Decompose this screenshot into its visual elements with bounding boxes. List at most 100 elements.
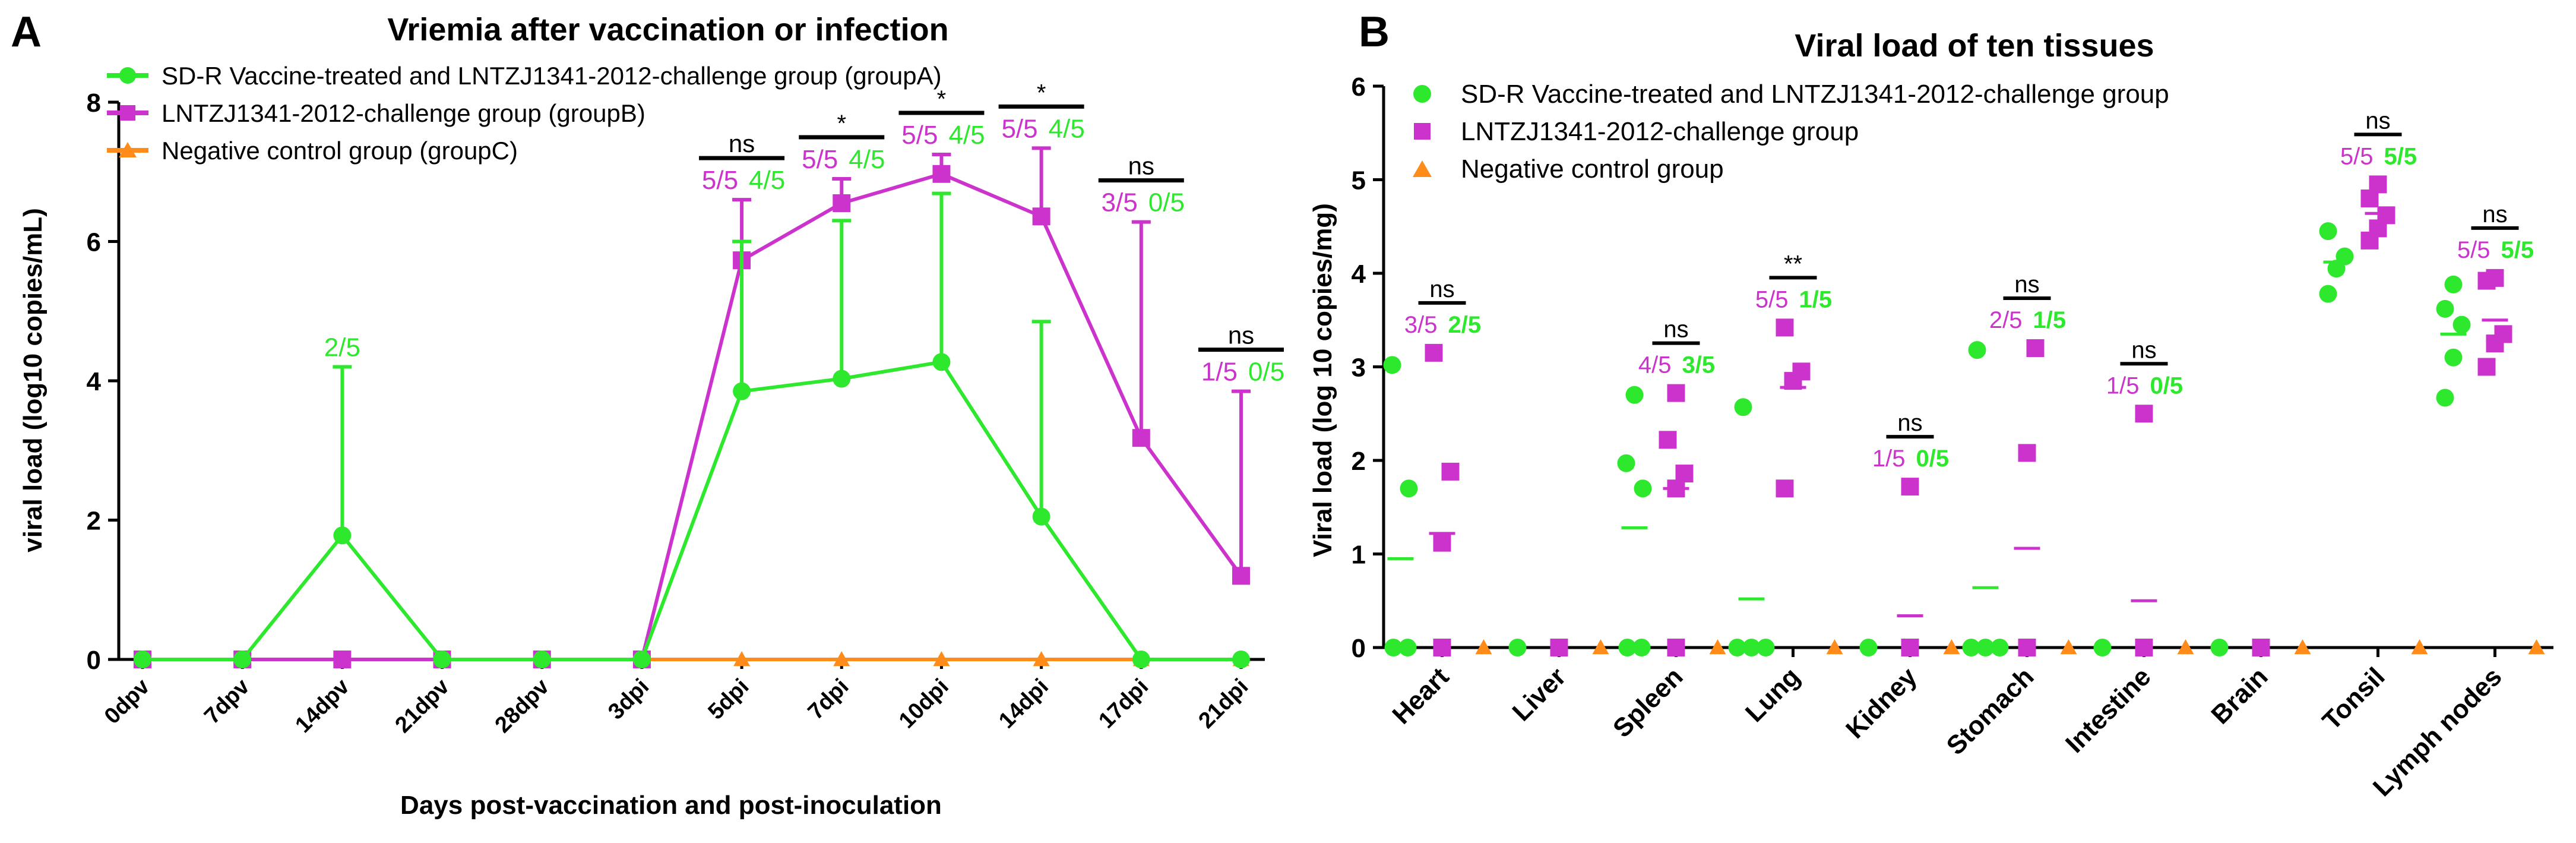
legend-b-group-a: SD-R Vaccine-treated and LNTZJ1341-2012-… [1461, 80, 2169, 109]
panel-b: B Viral load of ten tissues Viral load (… [1308, 8, 2553, 802]
panel-b-positive-ratio-a: 2/5 [1448, 312, 1482, 338]
panel-b-positive-ratio-a: 1/5 [1799, 286, 1833, 312]
legend-b-square-marker [1414, 123, 1431, 140]
panel-a-positive-ratio-a: 0/5 [1148, 188, 1185, 217]
panel-b-significance-label: ns [1897, 410, 1922, 436]
panel-b-data-point [1433, 639, 1451, 656]
panel-b-y-tick-label: 1 [1352, 541, 1366, 570]
panel-a-y-axis-label: viral load (log10 copies/mL) [18, 208, 48, 552]
panel-b-data-point [1742, 639, 1761, 656]
panel-b-data-point [2369, 175, 2387, 194]
panel-a-data-point [833, 194, 851, 213]
panel-a-significance-label: ns [1128, 152, 1154, 180]
legend-b-group-c: Negative control group [1461, 154, 1724, 184]
panel-b-data-point [1962, 639, 1980, 656]
panel-a-data-point [733, 651, 751, 667]
panel-b-data-point [2319, 222, 2337, 241]
panel-a-letter: A [11, 8, 42, 56]
panel-a-data-point [933, 651, 950, 667]
panel-b-data-point [1475, 639, 1492, 655]
panel-b-data-point [1792, 362, 1811, 381]
panel-a-data-point [833, 651, 850, 667]
panel-a-data-point [1232, 567, 1250, 585]
legend-a-group-a: SD-R Vaccine-treated and LNTZJ1341-2012-… [162, 62, 942, 90]
panel-a-data-point [1032, 507, 1050, 526]
panel-b-positive-ratio-a: 1/5 [2033, 307, 2067, 333]
panel-b-data-point [1441, 462, 1460, 481]
panel-b-y-tick-label: 3 [1352, 353, 1366, 383]
panel-a-positive-ratio-a: 4/5 [948, 121, 985, 150]
panel-a-positive-ratio-b: 5/5 [901, 121, 938, 150]
panel-b-data-point [1675, 465, 1694, 483]
panel-b-data-point [1826, 639, 1843, 655]
panel-b-data-point [2377, 206, 2395, 225]
panel-b-data-point [1508, 639, 1527, 656]
panel-a-y-tick-label: 4 [87, 367, 102, 396]
panel-b-data-point [1734, 398, 1752, 416]
panel-a-x-axis-label: Days post-vaccination and post-inoculati… [400, 791, 942, 820]
panel-a-x-ticks: 0dpv 7dpv 14dpv 21dpv 28dpv 3dpi 5dpi 7dpi 10dpi… [100, 659, 1253, 738]
panel-a-positive-ratio-a: 4/5 [849, 145, 885, 174]
panel-b-data-point [1425, 343, 1443, 362]
panel-a-positive-ratio-a: 0/5 [1248, 358, 1284, 387]
panel-a-x-tick-label: 17dpi [1094, 674, 1153, 734]
panel-b-data-point [1659, 431, 1677, 449]
panel-a-data-point [1132, 429, 1150, 447]
panel-b-data-point [2494, 325, 2512, 343]
panel-a-significance-label: * [1037, 80, 1046, 106]
panel-a-data-point [1132, 651, 1150, 668]
panel-a-data-point [932, 165, 951, 183]
panel-b-legend: SD-R Vaccine-treated and LNTZJ1341-2012-… [1413, 80, 2169, 184]
panel-b-data-point [2436, 299, 2454, 318]
panel-b-positive-ratio-a: 0/5 [1916, 446, 1950, 472]
panel-b-positive-ratio-b: 4/5 [1638, 352, 1672, 378]
panel-b-data-point [2436, 389, 2454, 407]
panel-b-data-point [2444, 275, 2463, 293]
panel-b-x-tick-label: Lung [1740, 662, 1806, 728]
legend-a-circle-marker [119, 67, 136, 84]
panel-b-y-tick-label: 4 [1352, 260, 1366, 289]
panel-b-data-point [2252, 639, 2270, 656]
panel-a-x-tick-label: 28dpv [490, 674, 554, 738]
panel-b-data-point [1709, 639, 1726, 655]
panel-a-y-tick-label: 2 [87, 507, 101, 536]
panel-b-data-point [2294, 639, 2311, 655]
panel-a-data-point [1232, 651, 1250, 668]
panel-a-significance-label: ns [729, 130, 755, 157]
panel-a: A Vriemia after vaccination or infection… [11, 8, 1284, 820]
panel-a-significance-label: ns [1228, 321, 1254, 349]
panel-b-data-point [2018, 444, 2036, 462]
panel-b-y-tick-label: 6 [1352, 72, 1366, 102]
panel-b-positive-ratio-b: 1/5 [2106, 372, 2140, 399]
panel-b-x-tick-label: Liver [1507, 662, 1572, 727]
panel-b-data-point [2477, 358, 2496, 376]
panel-a-x-tick-label: 14dpi [994, 674, 1053, 734]
panel-b-data-point [1968, 341, 1986, 359]
panel-b-significance-label: ns [2131, 337, 2156, 363]
panel-b-significance-label: ns [2365, 108, 2390, 134]
panel-a-data-point [533, 651, 551, 668]
panel-b-data-point [2060, 639, 2077, 655]
panel-b-data-point [2452, 315, 2471, 334]
panel-b-significance-label: ** [1784, 251, 1802, 277]
legend-b-group-b: LNTZJ1341-2012-challenge group [1461, 117, 1859, 146]
panel-a-series-line [143, 360, 1241, 661]
panel-b-data-point [2486, 269, 2504, 287]
panel-b-data-point [1901, 639, 1919, 656]
panel-b-data-point [2093, 639, 2112, 656]
panel-b-data-point [1383, 356, 1401, 374]
panel-a-positive-ratio-b: 5/5 [702, 166, 738, 195]
panel-a-x-tick-label: 14dpv [290, 674, 354, 738]
panel-b-significance-label: ns [1663, 317, 1688, 343]
panel-b-data-point [1943, 639, 1960, 655]
legend-a-square-marker [120, 105, 135, 121]
panel-b-x-tick-label: Kidney [1840, 662, 1923, 744]
panel-b-data-point [2210, 639, 2229, 656]
panel-b-y-tick-label: 0 [1352, 634, 1366, 663]
panel-b-x-ticks: Heart Liver Spleen Lung Kidney Stomach Intesti… [1387, 648, 2508, 802]
panel-b-x-tick-label: Brain [2205, 662, 2273, 730]
panel-b-data-point [2319, 285, 2337, 303]
panel-a-positive-ratio-b: 3/5 [1102, 188, 1138, 217]
panel-a-data-point [632, 651, 651, 668]
